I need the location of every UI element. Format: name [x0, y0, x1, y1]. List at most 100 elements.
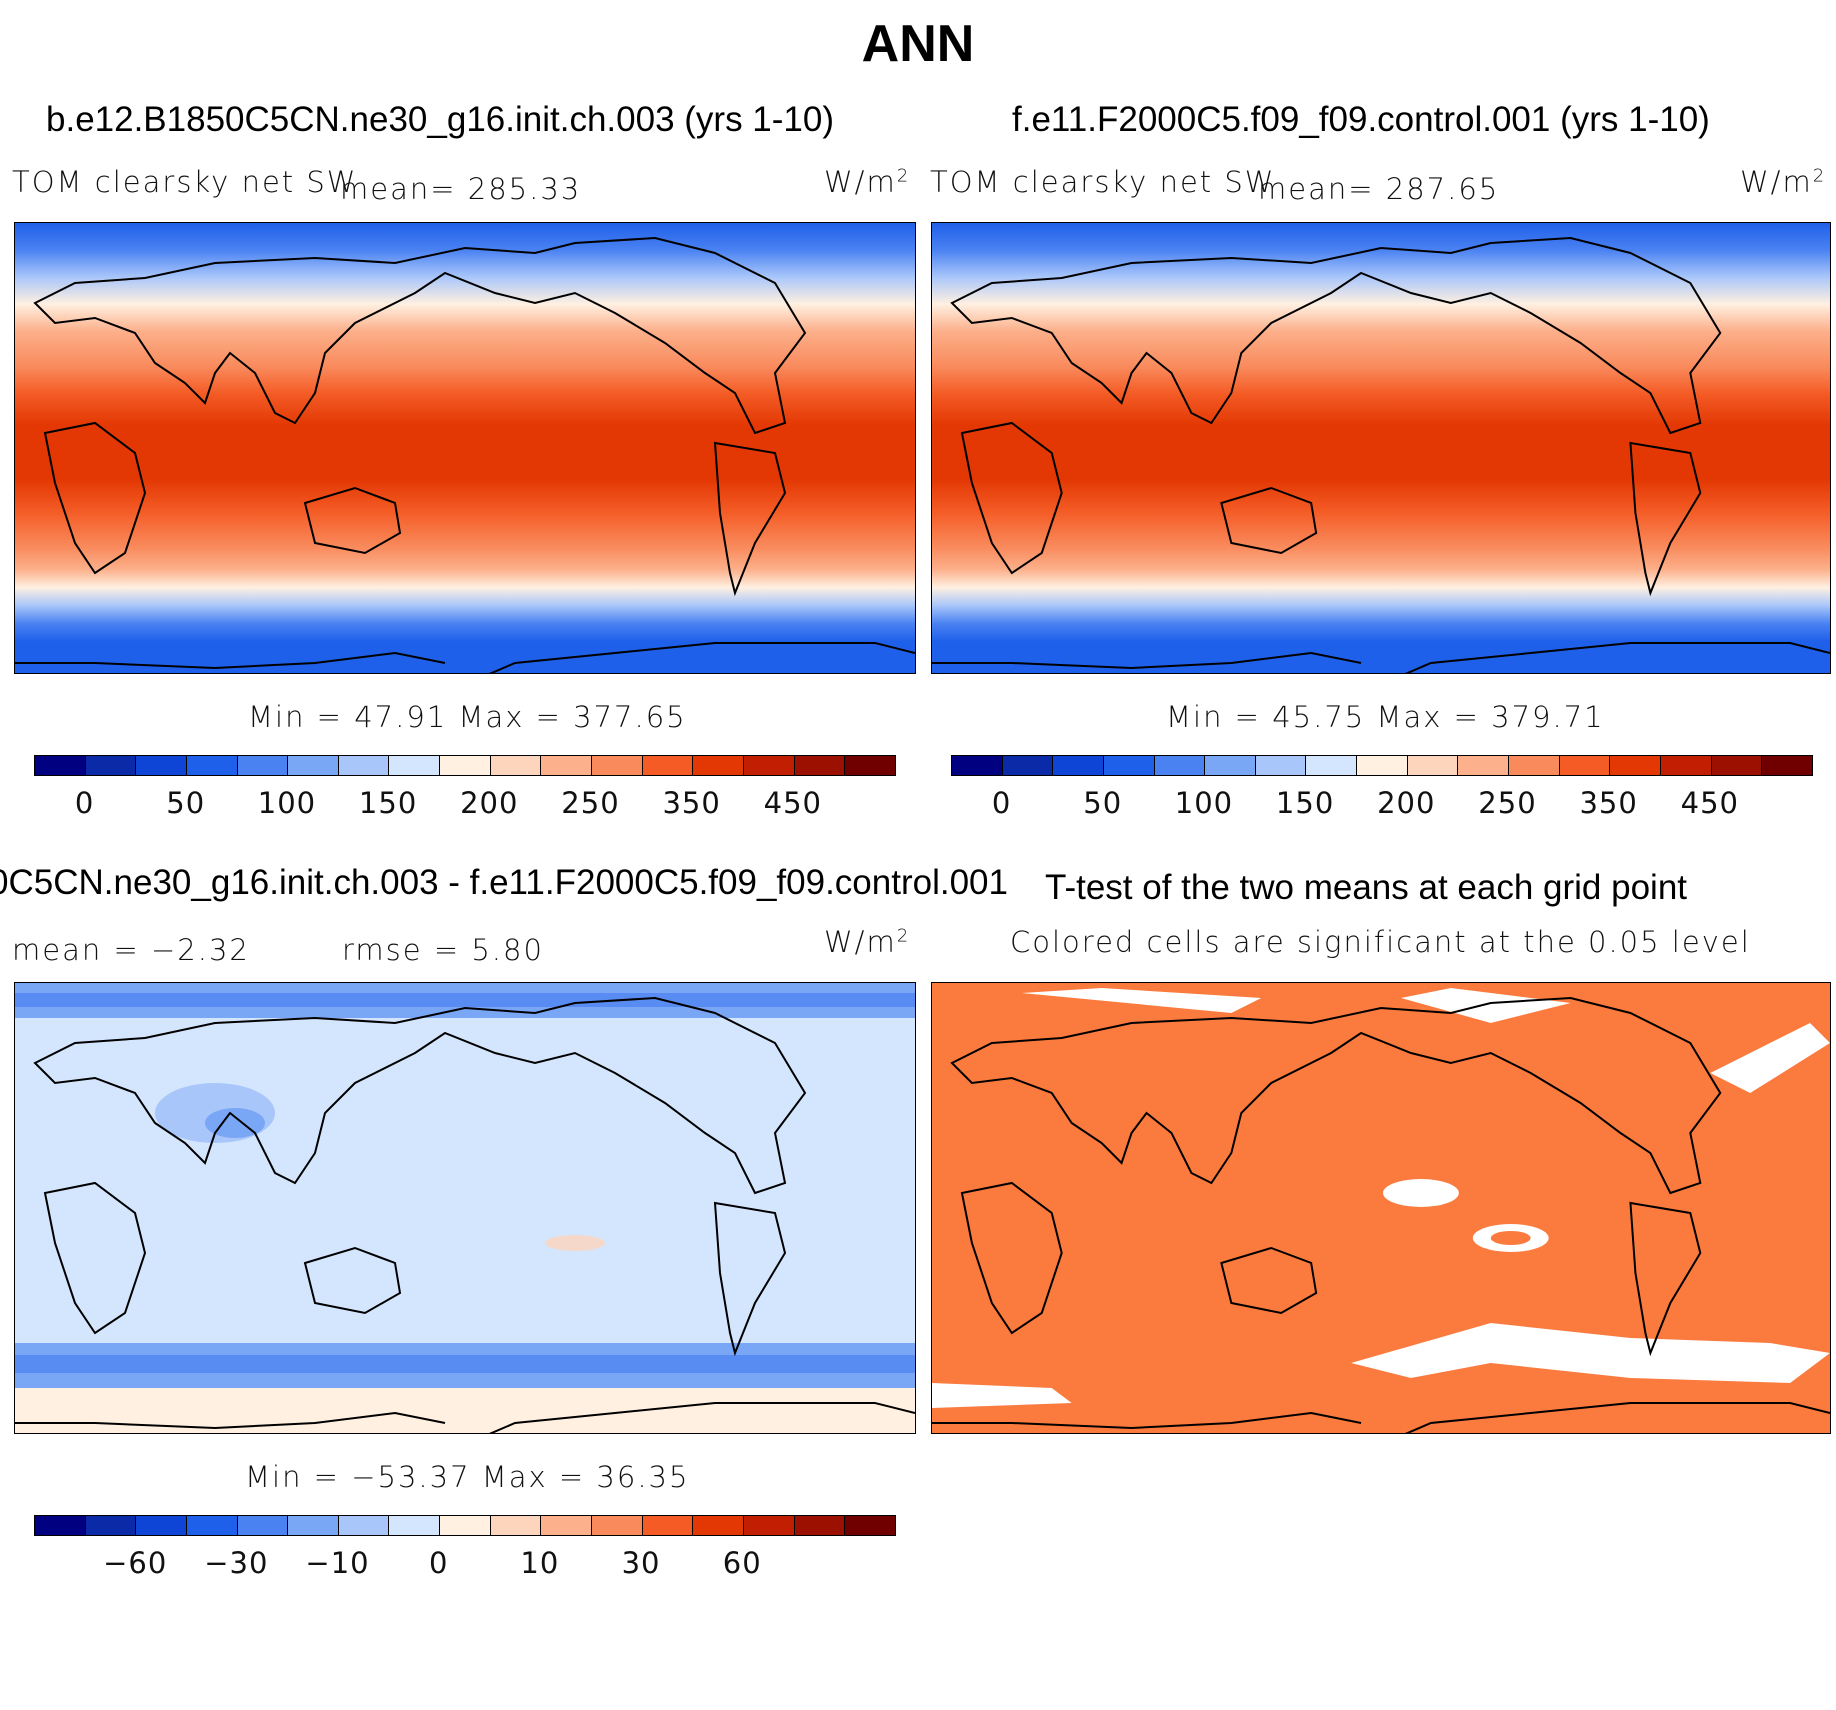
- colorbar-tick-label: 450: [1680, 786, 1739, 820]
- panel2-case-title: f.e11.F2000C5.f09_f09.control.001 (yrs 1…: [1012, 100, 1710, 139]
- colorbar-segment: [1458, 756, 1510, 775]
- panel3-units: W/m2: [824, 925, 911, 959]
- colorbar-segment: [794, 1516, 846, 1535]
- panel3-colorbar: [34, 1515, 896, 1536]
- colorbar-segment: [592, 1516, 643, 1535]
- panel3-rmse-label: rmse = 5.80: [342, 933, 544, 967]
- colorbar-tick-label: 0: [428, 1546, 449, 1580]
- panel1-units: W/m2: [824, 165, 911, 199]
- colorbar-tick-label: 0: [991, 786, 1012, 820]
- colorbar-segment: [642, 1516, 694, 1535]
- colorbar-segment: [490, 756, 542, 775]
- panel1-map-svg: [15, 223, 915, 673]
- panel3-stats: Min = −53.37 Max = 36.35: [245, 1460, 690, 1494]
- colorbar-segment: [1762, 756, 1812, 775]
- colorbar-segment: [592, 756, 643, 775]
- colorbar-segment: [338, 756, 390, 775]
- panel4-map: [931, 982, 1831, 1434]
- colorbar-segment: [1103, 756, 1155, 775]
- colorbar-tick-label: 450: [763, 786, 822, 820]
- figure-title: ANN: [861, 15, 975, 73]
- colorbar-segment: [85, 1516, 137, 1535]
- colorbar-tick-label: −10: [305, 1546, 370, 1580]
- panel3-mean-label: mean = −2.32: [12, 933, 250, 967]
- colorbar-segment: [35, 1516, 86, 1535]
- colorbar-segment: [1610, 756, 1661, 775]
- colorbar-tick-label: 0: [74, 786, 95, 820]
- panel3-case-title: b.e12.B1850C5CN.ne30_g16.init.ch.003 - f…: [0, 863, 1008, 902]
- colorbar-segment: [136, 1516, 187, 1535]
- colorbar-tick-label: −30: [204, 1546, 269, 1580]
- colorbar-tick-label: 60: [722, 1546, 762, 1580]
- colorbar-tick-label: 10: [520, 1546, 560, 1580]
- panel2-colorbar: [951, 755, 1813, 776]
- colorbar-segment: [952, 756, 1003, 775]
- panel2-map-svg: [932, 223, 1830, 673]
- colorbar-segment: [743, 1516, 795, 1535]
- colorbar-tick-label: 50: [1083, 786, 1123, 820]
- colorbar-tick-label: 250: [1478, 786, 1537, 820]
- colorbar-segment: [743, 756, 795, 775]
- colorbar-segment: [1002, 756, 1054, 775]
- colorbar-segment: [1306, 756, 1358, 775]
- colorbar-tick-label: 150: [1275, 786, 1335, 820]
- colorbar-tick-label: 200: [1377, 786, 1436, 820]
- colorbar-segment: [1559, 756, 1611, 775]
- panel3-map: [14, 982, 916, 1434]
- panel1-mean-label: mean= 285.33: [340, 172, 582, 206]
- colorbar-segment: [35, 756, 86, 775]
- panel3-map-svg: [15, 983, 915, 1433]
- colorbar-segment: [440, 1516, 491, 1535]
- colorbar-segment: [1407, 756, 1459, 775]
- colorbar-segment: [186, 1516, 238, 1535]
- colorbar-segment: [541, 756, 593, 775]
- colorbar-tick-label: 250: [561, 786, 620, 820]
- panel4-subtitle: Colored cells are significant at the 0.0…: [1010, 925, 1751, 959]
- colorbar-segment: [1660, 756, 1712, 775]
- colorbar-segment: [389, 1516, 441, 1535]
- panel1-colorbar: [34, 755, 896, 776]
- colorbar-segment: [389, 756, 441, 775]
- colorbar-segment: [1255, 756, 1307, 775]
- colorbar-tick-label: 100: [257, 786, 317, 820]
- colorbar-segment: [237, 756, 289, 775]
- panel2-variable-label: TOM clearsky net SW: [930, 165, 1276, 199]
- colorbar-segment: [186, 756, 238, 775]
- panel1-variable-label: TOM clearsky net SW: [12, 165, 358, 199]
- colorbar-segment: [85, 756, 137, 775]
- panel2-mean-label: mean= 287.65: [1258, 172, 1500, 206]
- colorbar-segment: [845, 1516, 895, 1535]
- colorbar-segment: [1509, 756, 1560, 775]
- colorbar-segment: [288, 1516, 339, 1535]
- colorbar-segment: [490, 1516, 542, 1535]
- colorbar-tick-label: 350: [1579, 786, 1638, 820]
- panel4-map-svg: [932, 983, 1830, 1433]
- panel1-case-title: b.e12.B1850C5CN.ne30_g16.init.ch.003 (yr…: [46, 100, 834, 139]
- panel1-map: [14, 222, 916, 674]
- colorbar-segment: [1711, 756, 1763, 775]
- panel1-stats: Min = 47.91 Max = 377.65: [248, 700, 687, 734]
- colorbar-segment: [1357, 756, 1408, 775]
- colorbar-segment: [794, 756, 846, 775]
- colorbar-tick-label: 150: [358, 786, 418, 820]
- colorbar-segment: [237, 1516, 289, 1535]
- colorbar-tick-label: −60: [103, 1546, 168, 1580]
- colorbar-segment: [541, 1516, 593, 1535]
- colorbar-segment: [440, 756, 491, 775]
- colorbar-segment: [693, 1516, 744, 1535]
- colorbar-tick-label: 200: [460, 786, 519, 820]
- colorbar-segment: [1205, 756, 1256, 775]
- panel4-title: T-test of the two means at each grid poi…: [1045, 868, 1688, 907]
- colorbar-tick-label: 30: [621, 1546, 661, 1580]
- panel3-title-clip: b.e12.B1850C5CN.ne30_g16.init.ch.003 - f…: [0, 855, 1100, 905]
- colorbar-segment: [642, 756, 694, 775]
- panel2-map: [931, 222, 1831, 674]
- colorbar-segment: [1053, 756, 1104, 775]
- colorbar-tick-label: 350: [662, 786, 721, 820]
- colorbar-segment: [136, 756, 187, 775]
- colorbar-segment: [845, 756, 895, 775]
- colorbar-segment: [693, 756, 744, 775]
- colorbar-segment: [1154, 756, 1206, 775]
- colorbar-tick-label: 50: [166, 786, 206, 820]
- colorbar-tick-label: 100: [1174, 786, 1234, 820]
